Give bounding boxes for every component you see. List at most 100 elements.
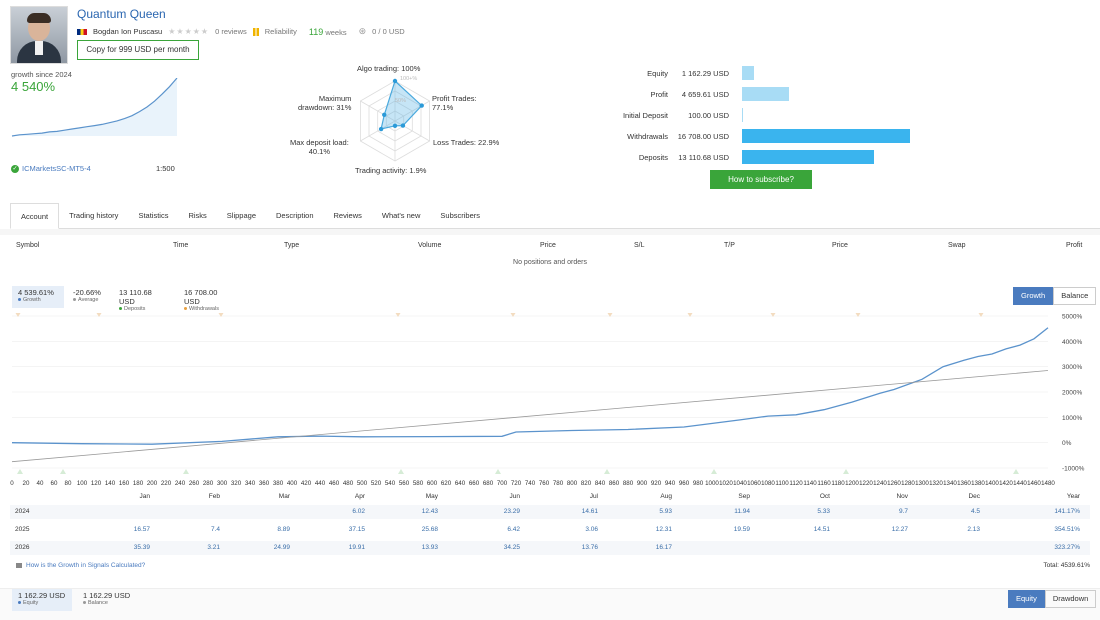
withdrawal-marker[interactable]: [607, 313, 613, 317]
x-tick-label: 900: [637, 480, 648, 487]
equity-stat-value: 1 162.29 USD: [83, 591, 131, 600]
x-tick-label: 1440: [1013, 480, 1027, 487]
withdrawal-marker[interactable]: [15, 313, 21, 317]
tab-description[interactable]: Description: [276, 211, 314, 220]
total-growth: Total: 4539.61%: [1043, 562, 1090, 569]
monthly-row: 2024 6.02 12.43 23.29 14.61 5.93 11.94 5.33 9.7 4…: [10, 505, 1090, 519]
x-tick-label: 320: [231, 480, 242, 487]
withdrawal-marker[interactable]: [510, 313, 516, 317]
x-tick-label: 860: [609, 480, 620, 487]
x-tick-label: 660: [469, 480, 480, 487]
withdrawal-marker[interactable]: [770, 313, 776, 317]
deposit-marker[interactable]: [183, 469, 189, 474]
financial-label: Profit: [650, 90, 668, 99]
radar-point: [419, 103, 424, 108]
monthly-value: 14.61: [581, 508, 598, 515]
growth-stat[interactable]: 13 110.68 USD Deposits: [113, 286, 175, 312]
radar-algo-trading: Algo trading: 100%: [357, 64, 421, 73]
tab-slippage[interactable]: Slippage: [226, 211, 256, 220]
growth-stat-label: Average: [78, 297, 99, 303]
x-tick-label: 720: [511, 480, 522, 487]
tab-risks[interactable]: Risks: [188, 211, 207, 220]
row-year: 2024: [15, 508, 30, 515]
server-label[interactable]: ✓ ICMarketsSC-MT5-4: [11, 164, 91, 173]
positions-column-header: Price: [540, 242, 556, 249]
month-header: Feb: [208, 493, 220, 500]
tab-reviews[interactable]: Reviews: [333, 211, 362, 220]
growth-stat[interactable]: 16 708.00 USD Withdrawals: [178, 286, 238, 312]
x-tick-label: 940: [665, 480, 676, 487]
x-tick-label: 740: [525, 480, 536, 487]
withdrawal-marker[interactable]: [978, 313, 984, 317]
tab-what-s-new[interactable]: What's new: [381, 211, 421, 220]
deposit-marker[interactable]: [398, 469, 404, 474]
x-tick-label: 1460: [1027, 480, 1041, 487]
x-tick-label: 520: [371, 480, 382, 487]
growth-stat[interactable]: 4 539.61% Growth: [12, 286, 64, 308]
x-tick-label: 880: [623, 480, 634, 487]
radar-max-deposit-load: Max deposit load: 40.1%: [290, 138, 349, 156]
legend-dot-icon: [119, 307, 122, 311]
x-tick-label: 1160: [817, 480, 831, 487]
withdrawal-marker[interactable]: [395, 313, 401, 317]
growth-chart: 5000% 4000% 3000% 2000% 1000% 0% -1000% 0 20 40 60…: [10, 313, 1085, 487]
radar-loss-trades: Loss Trades: 22.9%: [433, 138, 500, 147]
equity-stat[interactable]: 1 162.29 USD Balance: [77, 589, 137, 611]
x-tick-label: 220: [161, 480, 172, 487]
withdrawal-marker[interactable]: [218, 313, 224, 317]
drawdown-toggle-button[interactable]: Drawdown: [1044, 590, 1097, 608]
growth-calc-link[interactable]: How is the Growth in Signals Calculated?: [16, 562, 145, 569]
y-tick-label: 1000%: [1062, 415, 1082, 422]
growth-stat[interactable]: -20.66% Average: [67, 286, 111, 308]
year-total: 354.51%: [1054, 526, 1080, 533]
month-header: Jan: [139, 493, 150, 500]
growth-stat-label: Withdrawals: [189, 306, 219, 312]
deposit-marker[interactable]: [60, 469, 66, 474]
deposit-marker[interactable]: [843, 469, 849, 474]
deposit-marker[interactable]: [495, 469, 501, 474]
x-tick-label: 60: [51, 480, 58, 487]
radar-axis: [360, 100, 396, 122]
monthly-value: 13.93: [421, 544, 438, 551]
x-tick-label: 40: [37, 480, 44, 487]
equity-toggle-button[interactable]: Equity: [1008, 590, 1045, 608]
signal-title[interactable]: Quantum Queen: [77, 7, 166, 21]
how-to-subscribe-button[interactable]: How to subscribe?: [710, 170, 812, 189]
equity-stat[interactable]: 1 162.29 USD Equity: [12, 589, 72, 611]
withdrawal-marker[interactable]: [96, 313, 102, 317]
mini-growth-chart: [11, 78, 178, 137]
deposit-marker[interactable]: [17, 469, 23, 474]
deposit-marker[interactable]: [711, 469, 717, 474]
balance-toggle-button[interactable]: Balance: [1053, 287, 1097, 305]
deposit-marker[interactable]: [604, 469, 610, 474]
x-tick-label: 1200: [845, 480, 859, 487]
growth-stat-value: 16 708.00 USD: [184, 288, 218, 306]
x-tick-label: 1120: [789, 480, 803, 487]
equity-stat-label: Equity: [23, 600, 39, 606]
withdrawal-marker[interactable]: [855, 313, 861, 317]
positions-column-header: Type: [284, 242, 300, 249]
tab-account[interactable]: Account: [10, 203, 60, 229]
x-tick-label: 540: [385, 480, 396, 487]
author-avatar[interactable]: [10, 6, 68, 64]
growth-calc-link-text[interactable]: How is the Growth in Signals Calculated?: [26, 562, 146, 569]
x-tick-label: 780: [553, 480, 564, 487]
weeks-count: 119: [308, 26, 324, 37]
reliability-icon: [252, 27, 259, 36]
growth-toggle-button[interactable]: Growth: [1013, 287, 1054, 305]
monthly-value: 14.51: [813, 526, 830, 533]
tab-subscribers[interactable]: Subscribers: [440, 211, 480, 220]
growth-stat-value: 4 539.61%: [18, 288, 54, 297]
withdrawal-marker[interactable]: [687, 313, 693, 317]
monthly-value: 11.94: [734, 508, 750, 515]
reviews-count[interactable]: 0 reviews: [215, 27, 247, 36]
x-tick-label: 960: [679, 480, 690, 487]
verified-check-icon: ✓: [11, 164, 19, 173]
monthly-value: 19.91: [348, 544, 365, 551]
legend-dot-icon: [83, 601, 86, 605]
author-name[interactable]: Bogdan Ion Puscasu: [93, 27, 163, 36]
deposit-marker[interactable]: [1013, 469, 1019, 474]
tab-trading-history[interactable]: Trading history: [69, 211, 119, 220]
copy-subscribe-button[interactable]: Copy for 999 USD per month: [77, 40, 199, 60]
tab-statistics[interactable]: Statistics: [138, 211, 169, 220]
